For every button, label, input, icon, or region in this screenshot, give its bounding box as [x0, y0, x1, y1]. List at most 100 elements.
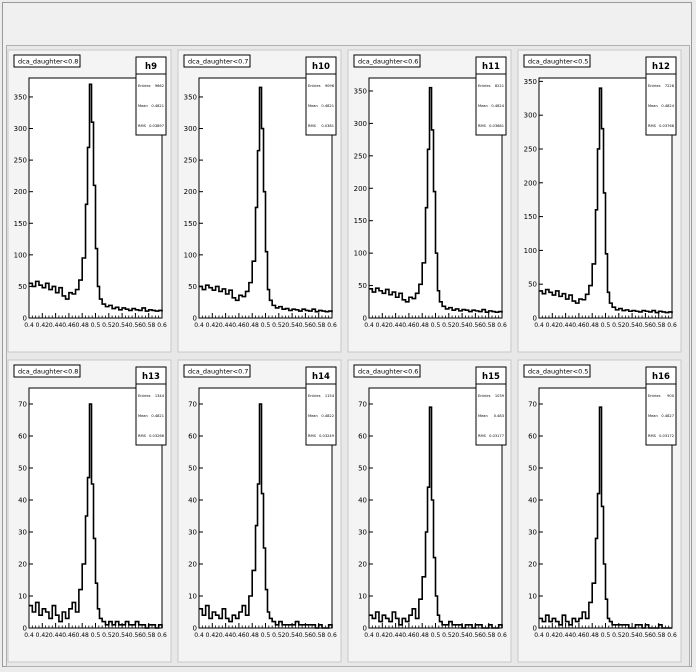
stats-value: 1039: [495, 394, 505, 398]
x-tick-label: 0.5: [261, 632, 271, 639]
x-tick-label: 0.46: [572, 322, 586, 329]
stats-value: 9096: [325, 84, 335, 88]
stats-name: h11: [482, 62, 500, 72]
stats-value: 0.0381: [321, 124, 334, 128]
y-tick-label: 50: [18, 283, 27, 291]
stats-label: Entries: [308, 84, 321, 88]
histogram-title: dca_daughter<0.7: [188, 368, 248, 376]
stats-value: 1154: [325, 394, 335, 398]
stats-value: 1344: [155, 394, 165, 398]
x-tick-label: 0.46: [62, 322, 76, 329]
stats-value: 9662: [155, 84, 164, 88]
y-tick-label: 40: [358, 497, 367, 505]
x-tick-label: 0.6: [497, 322, 507, 329]
histogram-title: dca_daughter<0.8: [18, 368, 78, 376]
stats-value: 0.4821: [151, 414, 164, 418]
x-tick-label: 0.44: [559, 632, 573, 639]
y-tick-label: 40: [528, 497, 537, 505]
stats-label: RMS: [138, 434, 147, 438]
stats-value: 0.483: [494, 414, 504, 418]
histogram-title: dca_daughter<0.6: [358, 368, 418, 376]
stats-name: h15: [482, 372, 500, 382]
y-tick-label: 350: [14, 93, 27, 101]
stats-label: Mean: [648, 104, 658, 108]
x-tick-label: 0.56: [129, 322, 143, 329]
stats-value: 0.03897: [149, 124, 164, 128]
x-tick-label: 0.4: [534, 322, 544, 329]
x-tick-label: 0.6: [157, 632, 167, 639]
x-tick-label: 0.6: [667, 322, 677, 329]
title-box: [13, 54, 81, 68]
x-tick-label: 0.56: [129, 632, 143, 639]
y-tick-label: 50: [18, 465, 27, 473]
stats-value: 0.4822: [321, 414, 334, 418]
x-tick-label: 0.54: [455, 322, 469, 329]
x-tick-label: 0.44: [49, 632, 63, 639]
stats-label: RMS: [308, 124, 317, 128]
stats-value: 8221: [495, 84, 504, 88]
x-tick-label: 0.5: [431, 322, 441, 329]
x-tick-label: 0.54: [115, 632, 129, 639]
x-tick-label: 0.56: [639, 632, 653, 639]
stats-label: RMS: [478, 434, 487, 438]
y-tick-label: 100: [184, 251, 197, 259]
x-tick-label: 0.54: [455, 632, 469, 639]
x-tick-label: 0.54: [625, 632, 639, 639]
stats-name: h9: [145, 62, 157, 72]
stats-value: 0.03266: [149, 434, 165, 438]
stats-label: Mean: [478, 104, 488, 108]
x-tick-label: 0.5: [91, 322, 101, 329]
y-tick-label: 60: [528, 433, 537, 441]
x-tick-label: 0.58: [652, 322, 666, 329]
x-tick-label: 0.5: [91, 632, 101, 639]
stats-value: 0.4821: [321, 104, 334, 108]
histogram-series-line: [29, 403, 163, 629]
stats-label: RMS: [478, 124, 487, 128]
stats-value: 0.03681: [489, 124, 504, 128]
x-tick-label: 0.5: [601, 632, 611, 639]
stats-box: [135, 56, 167, 136]
x-tick-label: 0.42: [546, 322, 560, 329]
y-tick-label: 300: [524, 112, 537, 120]
x-tick-label: 0.48: [76, 322, 90, 329]
title-box: [523, 54, 591, 68]
x-tick-label: 0.48: [76, 632, 90, 639]
stats-value: 900: [667, 394, 675, 398]
y-tick-label: 40: [18, 497, 27, 505]
x-tick-label: 0.52: [102, 632, 116, 639]
y-tick-label: 50: [528, 281, 537, 289]
x-tick-label: 0.46: [62, 632, 76, 639]
x-tick-label: 0.6: [327, 322, 337, 329]
y-tick-label: 100: [14, 251, 27, 259]
histogram-series-line: [29, 83, 163, 312]
title-box: [183, 364, 251, 378]
x-tick-label: 0.42: [376, 322, 390, 329]
title-box: [353, 54, 421, 68]
x-tick-label: 0.48: [416, 322, 430, 329]
stats-name: h13: [142, 372, 160, 382]
x-tick-label: 0.4: [534, 632, 544, 639]
x-tick-label: 0.58: [142, 632, 156, 639]
stats-box: [305, 56, 337, 136]
x-tick-label: 0.54: [115, 322, 129, 329]
title-box: [523, 364, 591, 378]
x-tick-label: 0.48: [586, 632, 600, 639]
y-tick-label: 250: [14, 157, 27, 165]
y-tick-label: 10: [18, 593, 27, 601]
x-tick-label: 0.4: [24, 632, 34, 639]
stats-name: h14: [312, 372, 330, 382]
x-tick-label: 0.6: [157, 322, 167, 329]
x-tick-label: 0.44: [559, 322, 573, 329]
stats-label: RMS: [138, 124, 147, 128]
y-tick-label: 30: [188, 529, 197, 537]
y-tick-label: 350: [354, 87, 367, 95]
histogram-series-line: [539, 87, 673, 314]
histogram-title: dca_daughter<0.8: [18, 58, 78, 66]
histogram-series-line: [199, 403, 333, 629]
stats-value: 0.03177: [489, 434, 504, 438]
stats-value: 0.4821: [151, 104, 164, 108]
